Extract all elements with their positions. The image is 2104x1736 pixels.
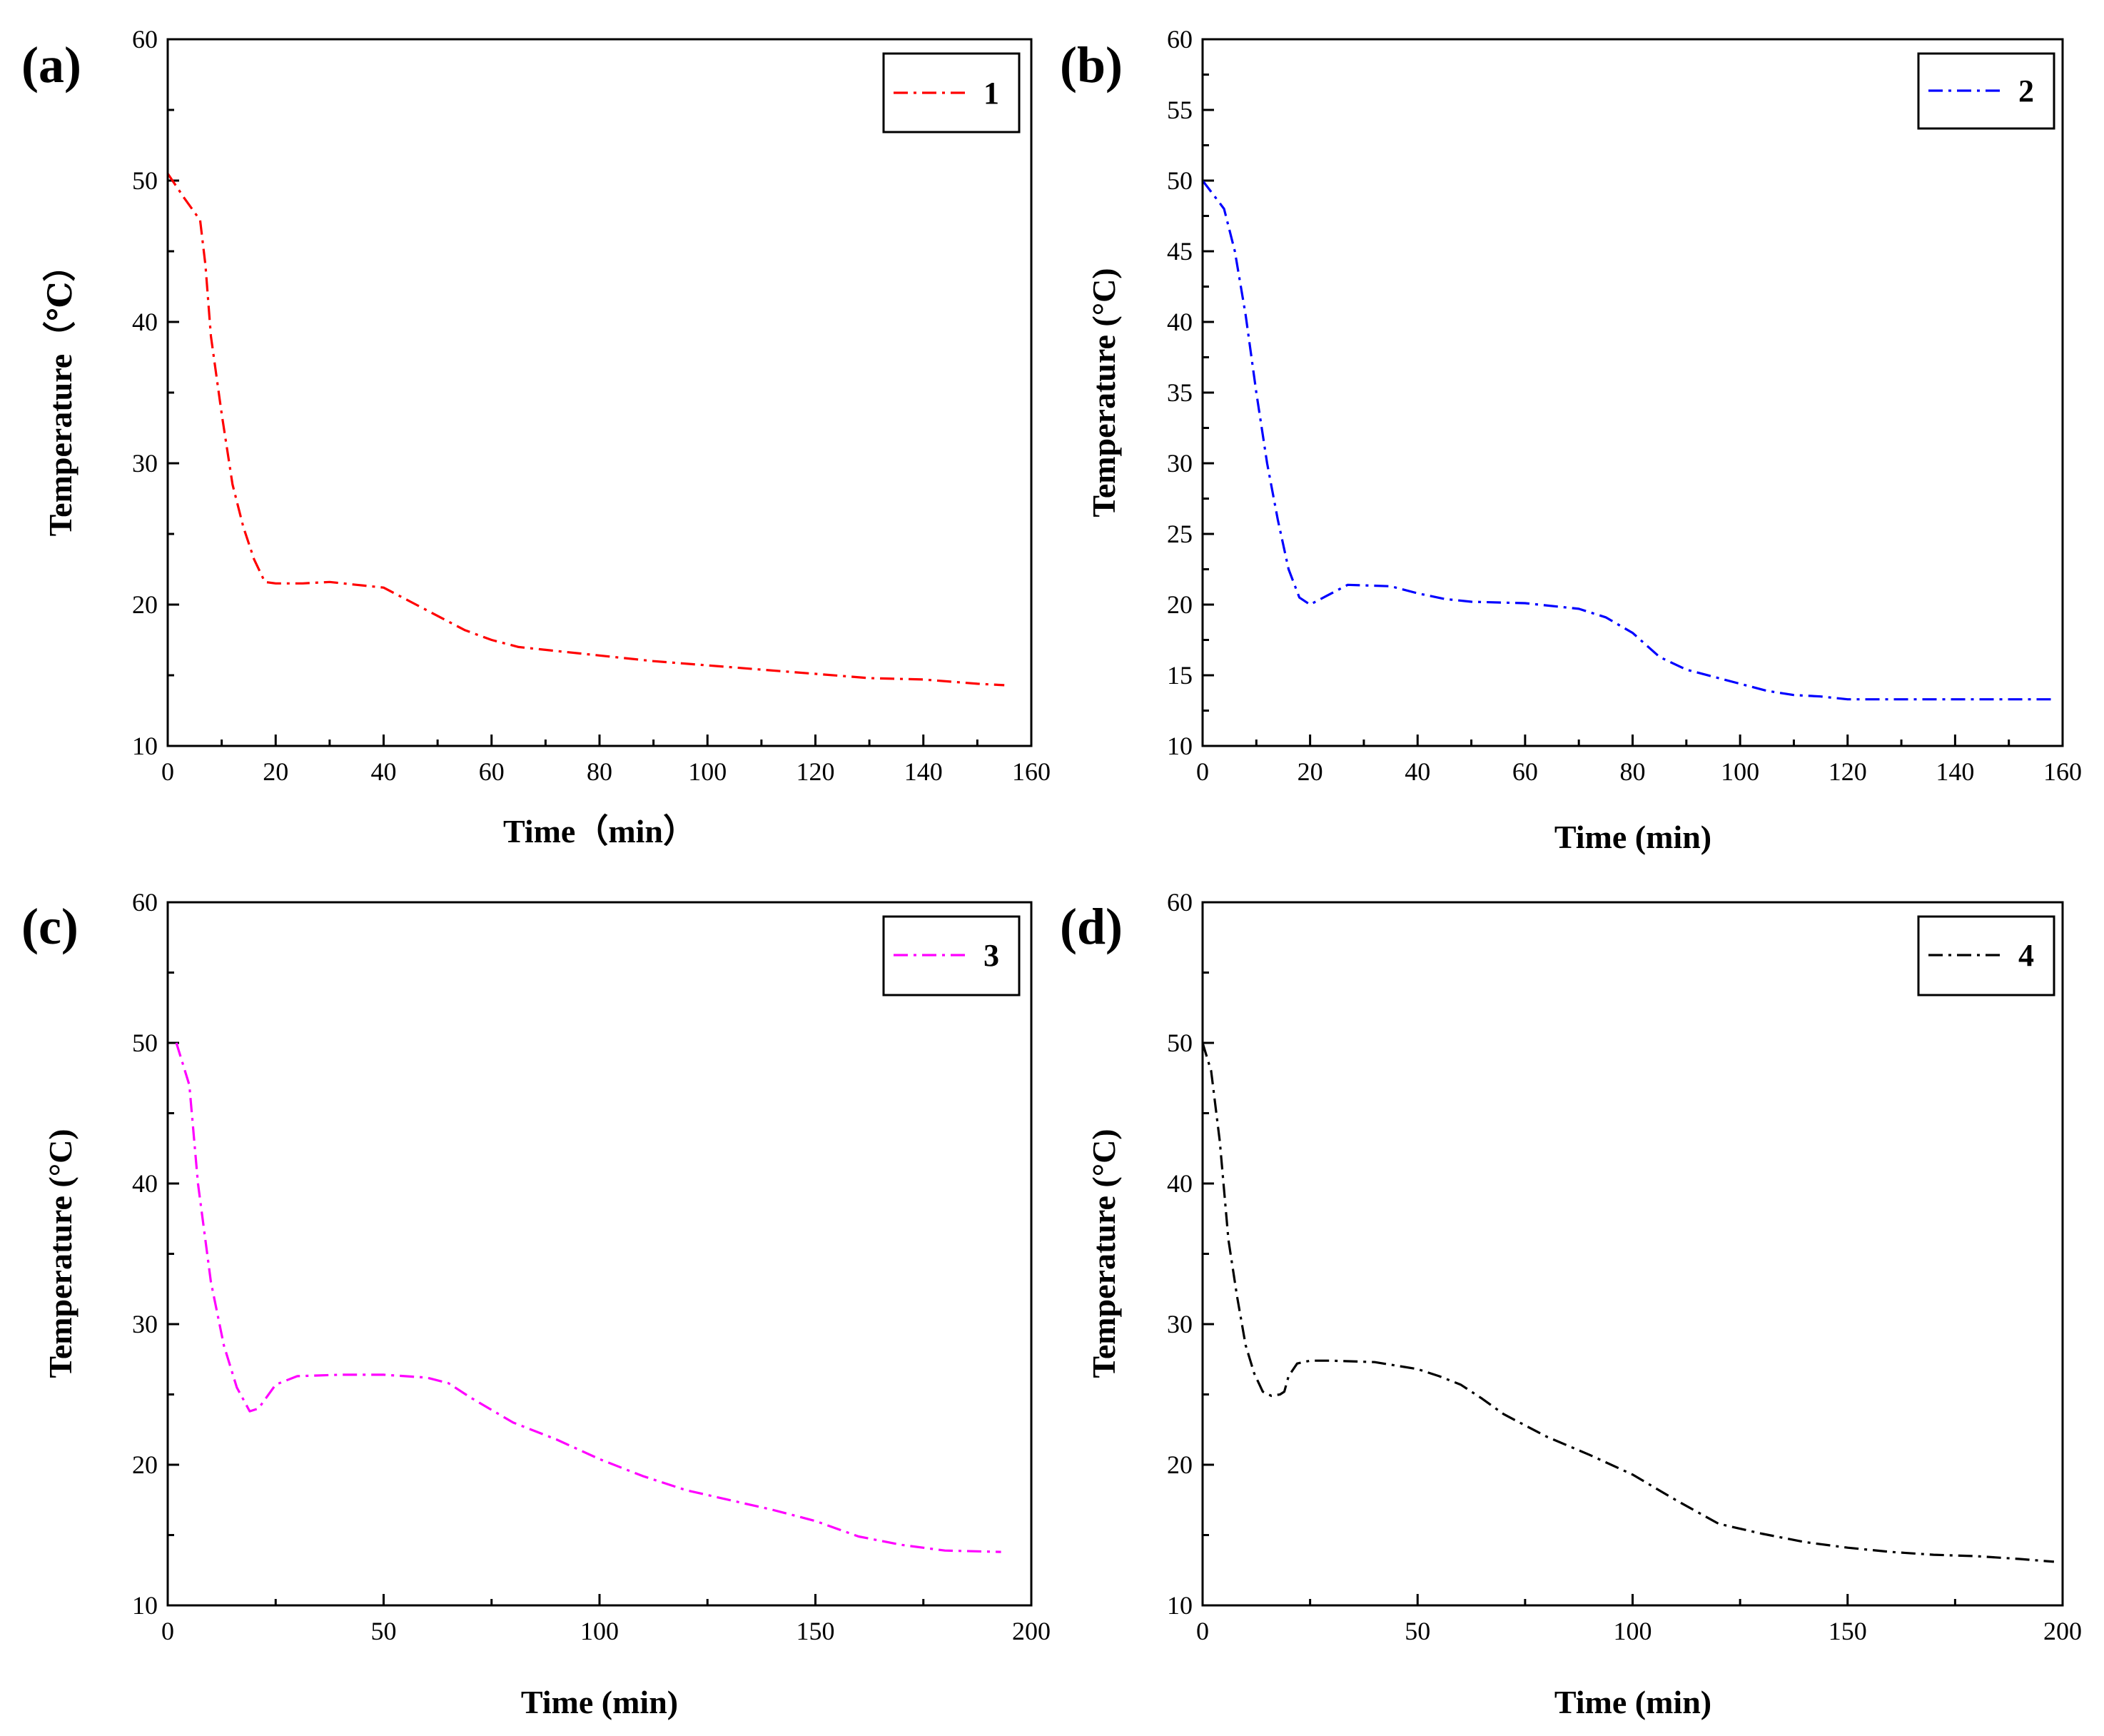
x-tick-label-d-1: 50: [1405, 1617, 1430, 1645]
x-tick-label-a-2: 40: [371, 757, 397, 786]
y-tick-label-c-4: 50: [132, 1029, 158, 1057]
x-tick-label-b-3: 60: [1512, 757, 1538, 786]
x-tick-label-c-1: 50: [371, 1617, 397, 1645]
y-tick-label-d-0: 10: [1167, 1591, 1193, 1620]
y-tick-label-c-3: 40: [132, 1169, 158, 1198]
y-tick-label-b-0: 10: [1167, 732, 1193, 760]
y-tick-label-b-2: 20: [1167, 590, 1193, 619]
ticks-d: 0 50 100 150 200 10 20 30 40 50 60: [1167, 888, 2082, 1645]
plot-frame-c: [166, 901, 1033, 1607]
legend-c: 3: [882, 915, 1021, 996]
y-tick-label-c-0: 10: [132, 1591, 158, 1620]
x-tick-label-b-1: 20: [1298, 757, 1323, 786]
x-axis-title-a: Time（min）: [503, 813, 696, 849]
legend-b: 2: [1917, 52, 2055, 130]
x-tick-label-b-7: 140: [1936, 757, 1974, 786]
x-tick-label-d-3: 150: [1829, 1617, 1867, 1645]
x-tick-label-b-4: 80: [1620, 757, 1646, 786]
legend-label-c: 3: [983, 938, 999, 973]
x-axis-title-d: Time (min): [1554, 1684, 1711, 1720]
y-tick-label-d-1: 20: [1167, 1450, 1193, 1479]
x-tick-label-b-5: 100: [1721, 757, 1759, 786]
y-axis-title-d: Temperature (°C): [1086, 1129, 1122, 1378]
y-tick-label-b-9: 55: [1167, 96, 1193, 124]
y-tick-label-b-8: 50: [1167, 166, 1193, 195]
panel-a: (a) 0 20 40 60 80 100 120 140 160 10 20 30 40 50 60 Ti…: [21, 25, 1051, 849]
legend-label-d: 4: [2018, 938, 2034, 973]
y-axis-title-b: Temperature (°C): [1086, 268, 1122, 517]
y-tick-label-b-1: 15: [1167, 661, 1193, 690]
x-axis-title-b: Time (min): [1554, 819, 1711, 855]
x-tick-label-b-2: 40: [1405, 757, 1430, 786]
x-tick-label-a-8: 160: [1012, 757, 1051, 786]
series-layer-b: [1201, 180, 2052, 701]
y-tick-label-b-7: 45: [1167, 237, 1193, 266]
y-tick-label-a-1: 20: [132, 590, 158, 619]
x-tick-label-d-0: 0: [1196, 1617, 1209, 1645]
panel-label-d: (d): [1060, 898, 1123, 955]
x-tick-label-a-7: 140: [904, 757, 943, 786]
x-tick-label-c-2: 100: [580, 1617, 619, 1645]
series-layer-a: [166, 173, 1005, 687]
x-axis-title-c: Time (min): [521, 1684, 678, 1720]
legend-label-a: 1: [983, 76, 999, 111]
series-line-d-4: [1201, 1042, 2055, 1563]
plot-frame-a: [166, 38, 1033, 747]
y-tick-label-b-4: 30: [1167, 449, 1193, 478]
y-tick-label-d-5: 60: [1167, 888, 1193, 917]
legend-label-b: 2: [2018, 74, 2034, 108]
panel-label-b: (b): [1060, 36, 1123, 94]
x-tick-label-c-3: 150: [796, 1617, 835, 1645]
y-tick-label-b-3: 25: [1167, 520, 1193, 548]
x-tick-label-a-0: 0: [161, 757, 174, 786]
y-axis-title-a: Temperature（℃）: [42, 249, 79, 537]
y-tick-label-a-0: 10: [132, 732, 158, 760]
panel-label-c: (c): [21, 898, 79, 955]
series-line-c-3: [175, 1042, 1001, 1553]
x-tick-label-c-0: 0: [161, 1617, 174, 1645]
x-tick-label-a-6: 120: [796, 757, 835, 786]
y-tick-label-c-1: 20: [132, 1450, 158, 1479]
x-tick-label-c-4: 200: [1012, 1617, 1051, 1645]
panel-b: (b) 0 20 40 60 80 100 120 140 160 10 15 20 25 30 35 40 4…: [1060, 25, 2082, 855]
y-tick-label-a-5: 60: [132, 25, 158, 54]
x-tick-label-a-5: 100: [688, 757, 727, 786]
y-tick-label-d-4: 50: [1167, 1029, 1193, 1057]
y-tick-label-d-2: 30: [1167, 1310, 1193, 1338]
y-tick-label-a-4: 50: [132, 166, 158, 195]
x-tick-label-b-8: 160: [2043, 757, 2082, 786]
series-layer-d: [1201, 1042, 2055, 1563]
ticks-a: 0 20 40 60 80 100 120 140 160 10 20 30 40 50 60: [132, 25, 1051, 786]
series-line-b-2: [1201, 180, 2052, 701]
y-tick-label-c-5: 60: [132, 888, 158, 917]
x-tick-label-d-2: 100: [1614, 1617, 1652, 1645]
y-tick-label-b-10: 60: [1167, 25, 1193, 54]
plot-frame-b: [1201, 38, 2064, 747]
y-tick-label-a-2: 30: [132, 449, 158, 478]
panel-label-a: (a): [21, 36, 81, 94]
plot-frame-d: [1201, 901, 2064, 1607]
y-tick-label-d-3: 40: [1167, 1169, 1193, 1198]
x-tick-label-b-6: 120: [1829, 757, 1867, 786]
x-tick-label-a-3: 60: [479, 757, 505, 786]
x-tick-label-a-4: 80: [587, 757, 612, 786]
ticks-c: 0 50 100 150 200 10 20 30 40 50 60: [132, 888, 1051, 1645]
x-tick-label-a-1: 20: [263, 757, 288, 786]
y-tick-label-a-3: 40: [132, 308, 158, 336]
series-line-a-1: [166, 173, 1005, 687]
legend-d: 4: [1917, 915, 2055, 996]
ticks-b: 0 20 40 60 80 100 120 140 160 10 15 20 25 30 35 40 45 50 5…: [1167, 25, 2082, 786]
x-tick-label-d-4: 200: [2043, 1617, 2082, 1645]
y-tick-label-b-5: 35: [1167, 378, 1193, 407]
y-axis-title-c: Temperature (°C): [42, 1129, 79, 1378]
y-tick-label-b-6: 40: [1167, 308, 1193, 336]
legend-a: 1: [882, 52, 1021, 133]
series-layer-c: [175, 1042, 1001, 1553]
y-tick-label-c-2: 30: [132, 1310, 158, 1338]
x-tick-label-b-0: 0: [1196, 757, 1209, 786]
